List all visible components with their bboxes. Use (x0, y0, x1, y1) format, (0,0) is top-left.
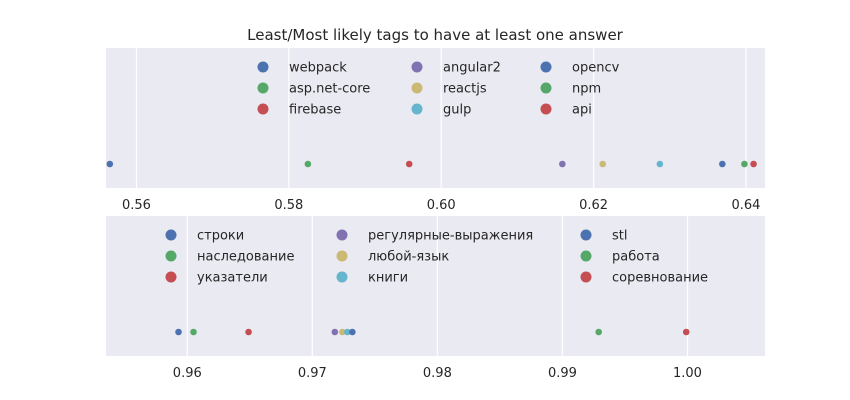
legend-label: npm (572, 82, 601, 97)
data-point-1 (304, 160, 312, 168)
legend-marker (336, 229, 348, 241)
x-tick-label: 0.58 (274, 198, 303, 213)
plot-area (106, 216, 765, 356)
data-point-4 (599, 160, 607, 168)
top-panel: 0.56 0.58 0.60 0.62 0.64 webpack asp.net-core f… (106, 48, 765, 213)
legend-marker (336, 271, 348, 283)
legend-label: любой-язык (368, 250, 449, 265)
data-point-4 (339, 328, 346, 336)
legend-label: книги (368, 271, 408, 286)
bottom-panel: 0.96 0.97 0.98 0.99 1.00 строки наследование ук… (106, 216, 765, 381)
legend-label: указатели (197, 271, 268, 286)
data-point-8 (682, 328, 690, 336)
legend-marker (580, 250, 592, 262)
legend-label: регулярные-выражения (368, 229, 533, 244)
x-tick-label: 0.98 (423, 366, 452, 381)
legend-marker (411, 61, 423, 73)
x-tick-label: 0.99 (548, 366, 577, 381)
data-point-0 (175, 328, 182, 336)
x-tick-label: 1.00 (673, 366, 702, 381)
legend-marker (336, 250, 348, 262)
legend-marker (257, 82, 269, 94)
legend-marker (257, 61, 269, 73)
data-point-5 (344, 328, 351, 336)
data-point-5 (656, 160, 664, 168)
data-point-6 (349, 328, 356, 336)
legend-marker (411, 103, 423, 115)
legend-marker (540, 82, 552, 94)
legend-label: firebase (289, 103, 341, 118)
data-point-2 (405, 160, 413, 168)
legend-label: соревнование (612, 271, 708, 286)
legend-label: stl (612, 229, 627, 244)
x-tick-label: 0.97 (298, 366, 327, 381)
legend-marker (540, 103, 552, 115)
legend-marker (165, 229, 177, 241)
data-point-0 (106, 160, 114, 168)
legend-label: строки (197, 229, 244, 244)
chart-title: Least/Most likely tags to have at least … (247, 26, 624, 44)
legend-label: работа (612, 250, 660, 265)
legend-label: reactjs (443, 82, 487, 97)
legend-marker (580, 271, 592, 283)
data-point-8 (750, 160, 757, 168)
data-point-3 (559, 160, 566, 168)
legend-marker (540, 61, 552, 73)
x-tick-label: 0.62 (579, 198, 608, 213)
legend-label: angular2 (443, 61, 501, 76)
legend-label: opencv (572, 61, 620, 76)
legend-label: asp.net-core (289, 82, 370, 97)
x-tick-label: 0.64 (731, 198, 760, 213)
data-point-1 (190, 328, 197, 336)
data-point-7 (595, 328, 602, 336)
x-tick-label: 0.96 (173, 366, 202, 381)
data-point-6 (719, 160, 726, 168)
legend-marker (580, 229, 592, 241)
x-tick-label: 0.60 (427, 198, 456, 213)
legend-marker (165, 250, 177, 262)
plot-area (106, 48, 765, 188)
data-point-7 (741, 160, 748, 168)
x-tick-label: 0.56 (122, 198, 151, 213)
legend-label: gulp (443, 103, 471, 118)
legend-marker (257, 103, 269, 115)
data-point-3 (331, 328, 339, 336)
legend-label: api (572, 103, 592, 118)
legend-marker (411, 82, 423, 94)
legend-marker (165, 271, 177, 283)
data-point-2 (245, 328, 252, 336)
legend-label: webpack (289, 61, 347, 76)
legend-label: наследование (197, 250, 294, 265)
